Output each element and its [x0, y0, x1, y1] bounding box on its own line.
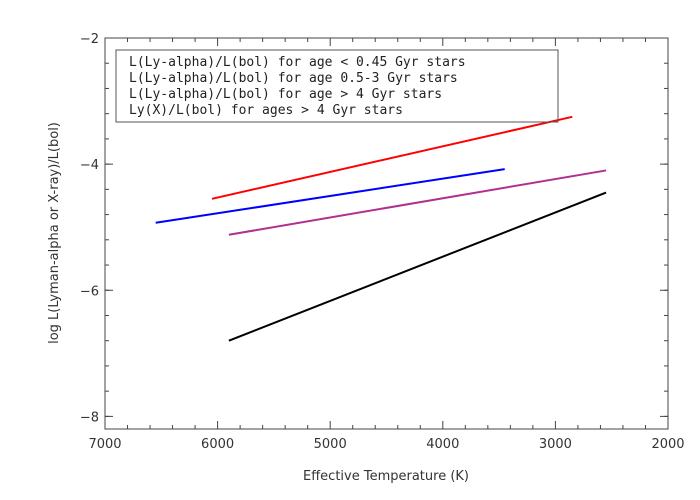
x-tick-label: 6000 [201, 437, 234, 452]
x-tick-label: 4000 [426, 437, 459, 452]
legend-entry-3: L(Ly-alpha)/L(bol) for age > 4 Gyr stars [129, 87, 442, 102]
y-axis-label: log L(Lyman-alpha or X-ray)/L(bol) [47, 122, 62, 344]
x-tick-label: 3000 [539, 437, 572, 452]
legend: L(Ly-alpha)/L(bol) for age < 0.45 Gyr st… [129, 55, 466, 118]
legend-entry-1: L(Ly-alpha)/L(bol) for age < 0.45 Gyr st… [129, 55, 466, 70]
series-line-3 [228, 169, 607, 236]
x-axis-label: Effective Temperature (K) [303, 469, 469, 484]
series-line-2 [155, 168, 505, 224]
y-tick-label: −2 [80, 32, 99, 47]
x-tick-label: 2000 [651, 437, 684, 452]
series-line-1 [211, 115, 573, 200]
y-axis: −8 −6 −4 −2 [80, 32, 668, 425]
series-lines [155, 115, 607, 342]
x-tick-label: 7000 [88, 437, 121, 452]
legend-entry-4: Ly(X)/L(bol) for ages > 4 Gyr stars [129, 103, 403, 118]
x-tick-label: 5000 [314, 437, 347, 452]
y-tick-label: −4 [80, 158, 99, 173]
series-line-4 [228, 191, 607, 342]
x-axis: 7000 6000 5000 4000 3000 2000 [88, 38, 685, 452]
y-tick-label: −6 [80, 284, 99, 299]
legend-entry-2: L(Ly-alpha)/L(bol) for age 0.5-3 Gyr sta… [129, 71, 458, 86]
legend-box [115, 49, 559, 123]
y-tick-label: −8 [80, 410, 99, 425]
plot-frame [104, 37, 669, 430]
